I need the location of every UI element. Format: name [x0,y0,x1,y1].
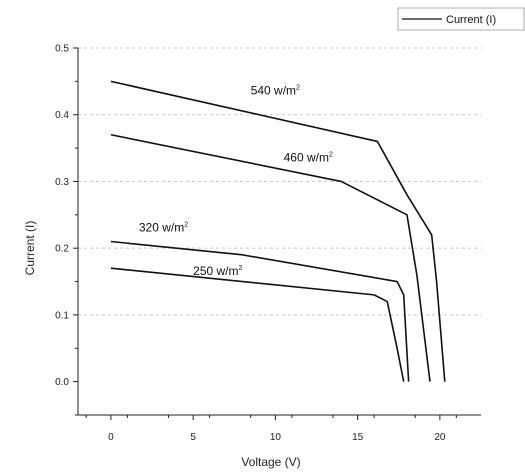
y-tick-label-0.1: 0.1 [55,310,69,321]
x-tick-label-10: 10 [270,432,282,443]
y-axis-label: Current (I) [23,221,37,276]
x-axis-label: Voltage (V) [241,455,300,469]
annotation-text: 460 w/m [284,150,329,164]
series-annotation-4: 250 w/m2 [193,264,242,278]
annotation-text: 320 w/m [139,221,184,235]
x-tick-label-0: 0 [108,432,114,443]
annotation-superscript: 2 [296,85,300,92]
series-line-3 [110,240,410,382]
series-line-4 [110,267,405,382]
legend-box [397,7,525,31]
y-tick-label-0: 0.0 [55,377,69,388]
annotation-superscript: 2 [239,265,243,272]
series-group [110,80,446,382]
x-tick-label-20: 20 [434,432,446,443]
axes [77,48,481,416]
grid-lines [78,47,481,316]
y-tick-label-0.3: 0.3 [55,177,69,188]
y-tick-label-0.2: 0.2 [55,244,69,255]
annotation-superscript: 2 [184,222,188,229]
x-tick-label-15: 15 [352,432,364,443]
x-tick-label-5: 5 [190,432,196,443]
y-tick-label-0.5: 0.5 [55,44,69,55]
annotation-superscript: 2 [329,151,333,158]
annotation-text: 250 w/m [193,264,238,278]
series-line-2 [110,133,431,382]
series-annotation-2: 460 w/m2 [284,150,333,164]
legend-label: Current (I) [446,14,496,26]
annotation-text: 540 w/m [251,84,296,98]
series-line-1 [110,80,446,382]
series-annotation-1: 540 w/m2 [251,84,300,98]
ticks: 0 5 10 15 20 0.0 0.1 0.2 0.3 0.4 0.5 [55,44,457,443]
y-tick-label-0.4: 0.4 [55,110,69,121]
series-annotation-3: 320 w/m2 [139,221,188,235]
legend: Current (I) [397,7,525,31]
